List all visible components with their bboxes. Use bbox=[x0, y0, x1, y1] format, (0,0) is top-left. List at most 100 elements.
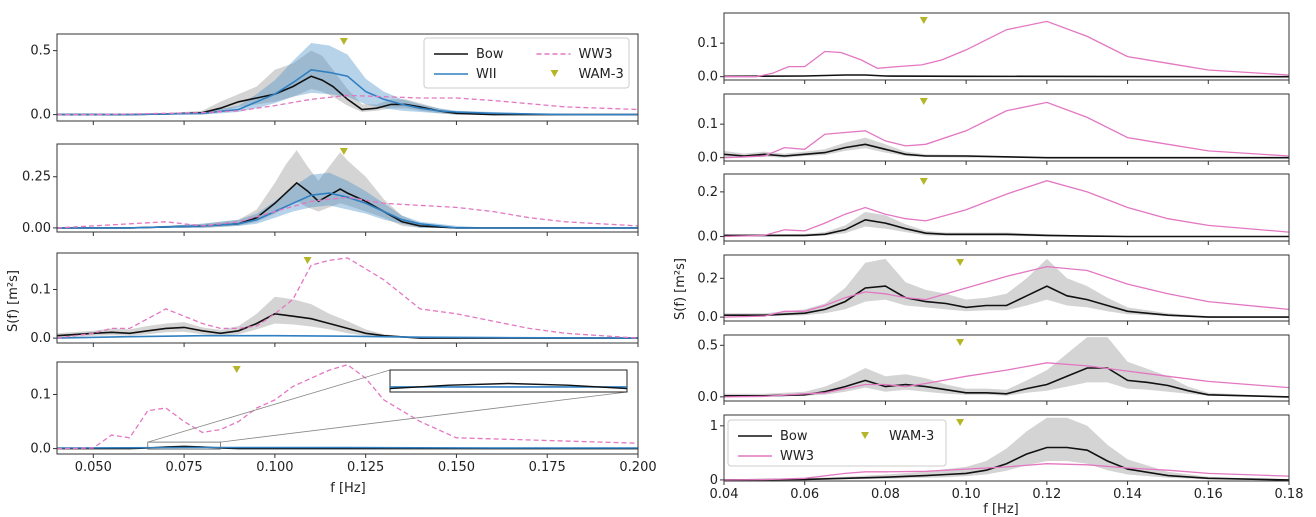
plot-area bbox=[57, 43, 638, 116]
wam3-marker bbox=[956, 259, 965, 266]
y-tick-label: 0.1 bbox=[697, 117, 718, 132]
y-tick-label: 0.1 bbox=[30, 282, 51, 297]
wam3-marker bbox=[339, 38, 348, 45]
panel-frame bbox=[723, 12, 1290, 81]
plot-area bbox=[724, 20, 1289, 78]
y-tick-label: 0.0 bbox=[30, 108, 51, 123]
panel-left-2: 0.00 0.25 bbox=[22, 143, 639, 236]
x-tick-label: 0.08 bbox=[871, 487, 900, 502]
line-bow bbox=[724, 285, 1289, 318]
legend-swatch-wam3 bbox=[550, 70, 559, 77]
band-wii bbox=[57, 43, 638, 115]
line-ww3 bbox=[57, 196, 638, 229]
wam3-marker bbox=[919, 178, 928, 185]
wam3-marker bbox=[956, 419, 965, 426]
x-tick-label: 0.16 bbox=[1194, 487, 1223, 502]
y-tick-label: 1 bbox=[710, 419, 718, 434]
legend-right: Bow WAM-3 WW3 bbox=[727, 419, 947, 467]
y-tick-label: 0.0 bbox=[697, 310, 718, 325]
line-wii bbox=[57, 68, 638, 116]
line-ww3 bbox=[57, 257, 638, 339]
y-tick-label: 0.1 bbox=[30, 387, 51, 402]
x-tick-label: 0.10 bbox=[952, 487, 981, 502]
panel-right-5: 0.0 0.5 bbox=[697, 334, 1290, 405]
legend-label-ww3: WW3 bbox=[780, 449, 814, 464]
inset-line-bow bbox=[389, 382, 628, 390]
panel-left-1: 0.0 0.5 bbox=[30, 33, 639, 125]
legend-left: Bow WW3 WII WAM-3 bbox=[423, 37, 630, 89]
y-tick-label: 0.0 bbox=[697, 230, 718, 245]
panel-frame bbox=[723, 414, 1290, 482]
panels-group: 0.00.50.000.250.00.10.00.10.050 0.075 0.10… bbox=[22, 12, 1304, 502]
band-bow bbox=[724, 212, 1289, 237]
right-x-axis-label: f [Hz] bbox=[983, 502, 1018, 517]
legend-label-wam3: WAM-3 bbox=[889, 429, 934, 444]
plot-area bbox=[724, 337, 1289, 398]
inset-frame bbox=[389, 369, 628, 393]
y-tick-label: 0.0 bbox=[30, 442, 51, 457]
x-tick-label: 0.150 bbox=[438, 460, 475, 475]
x-tick-label: 0.200 bbox=[619, 460, 656, 475]
band-bow bbox=[57, 296, 638, 339]
y-tick-label: 0.2 bbox=[697, 185, 718, 200]
legend-label-ww3: WW3 bbox=[579, 47, 613, 62]
panel-left-3: 0.0 0.1 bbox=[30, 252, 639, 347]
panel-frame bbox=[723, 254, 1290, 322]
panel-right-6: 0 1 0.04 0.06 0.08 0.10 0.12 0.14 0.16 0.18 bbox=[710, 414, 1304, 502]
plot-area bbox=[724, 258, 1289, 318]
line-bow bbox=[724, 446, 1289, 481]
y-tick-label: 0.0 bbox=[697, 151, 718, 166]
line-ww3 bbox=[57, 94, 638, 116]
x-tick-label: 0.100 bbox=[256, 460, 293, 475]
y-tick-label: 0.2 bbox=[697, 271, 718, 286]
y-tick-label: 0.00 bbox=[22, 221, 51, 236]
line-ww3 bbox=[57, 363, 638, 450]
band-bow bbox=[724, 337, 1289, 397]
legend-label-wii: WII bbox=[476, 67, 497, 82]
wam3-marker bbox=[919, 98, 928, 105]
legend-label-wam3: WAM-3 bbox=[579, 67, 624, 82]
band-bow bbox=[57, 50, 638, 115]
left-y-axis-label: S(f) [m²s] bbox=[6, 270, 21, 332]
inset-connector bbox=[147, 369, 391, 443]
y-tick-label: 0 bbox=[710, 473, 718, 488]
panel-frame bbox=[56, 361, 639, 455]
panel-right-2: 0.0 0.1 bbox=[697, 93, 1290, 166]
panel-frame bbox=[56, 33, 639, 122]
line-ww3 bbox=[724, 20, 1289, 78]
wam3-marker bbox=[956, 339, 965, 346]
panel-frame bbox=[723, 93, 1290, 162]
x-tick-label: 0.075 bbox=[165, 460, 202, 475]
x-tick-label: 0.06 bbox=[790, 487, 819, 502]
plot-area bbox=[724, 417, 1289, 481]
y-tick-label: 0.5 bbox=[30, 44, 51, 59]
panel-frame bbox=[723, 173, 1290, 242]
band-bow bbox=[724, 258, 1289, 318]
panel-left-4: 0.0 0.1 0.050 0.075 0.100 0.125 0.150 0.175 0.20… bbox=[30, 361, 657, 475]
x-tick-label: 0.12 bbox=[1032, 487, 1061, 502]
panel-frame bbox=[723, 334, 1290, 402]
legend-label-bow: Bow bbox=[476, 47, 504, 62]
y-tick-label: 0.1 bbox=[697, 36, 718, 51]
line-ww3 bbox=[724, 265, 1289, 318]
line-ww3 bbox=[724, 463, 1289, 481]
x-tick-label: 0.18 bbox=[1275, 487, 1304, 502]
right-y-axis-label: S(f) [m²s] bbox=[673, 258, 688, 320]
y-tick-label: 0.5 bbox=[697, 338, 718, 353]
line-wii bbox=[57, 334, 638, 339]
band-wii bbox=[57, 172, 638, 228]
legend-label-bow: Bow bbox=[780, 429, 808, 444]
line-bow bbox=[724, 74, 1289, 78]
line-bow bbox=[57, 312, 638, 339]
panel-frame bbox=[56, 252, 639, 344]
panel-frame bbox=[56, 143, 639, 233]
inset-source-box bbox=[147, 441, 221, 450]
line-wii bbox=[57, 192, 638, 229]
line-bow bbox=[724, 367, 1289, 398]
plot-area bbox=[57, 363, 638, 450]
legend-swatch-wam3 bbox=[861, 432, 869, 439]
band-bow bbox=[724, 417, 1289, 480]
band-bow bbox=[57, 150, 638, 228]
plot-area bbox=[57, 150, 638, 229]
